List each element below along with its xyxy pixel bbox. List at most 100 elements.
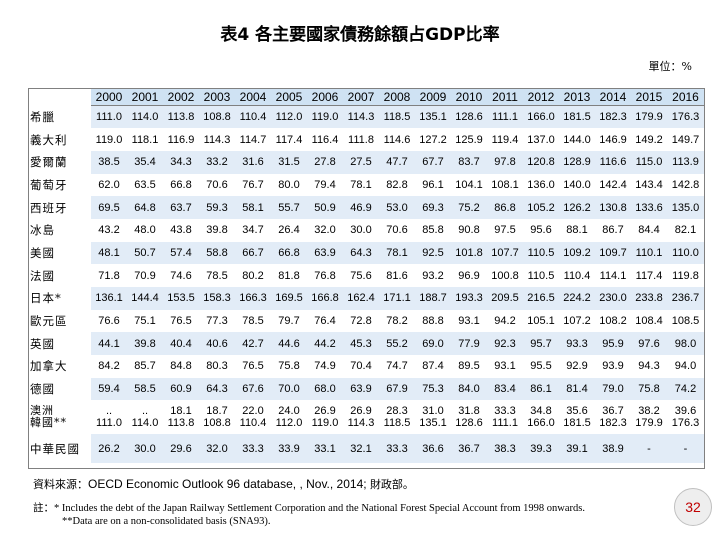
- table-cell: 112.0: [271, 105, 307, 129]
- year-header: 2008: [379, 89, 415, 106]
- table-cell: 111.1: [492, 417, 518, 430]
- country-label: 法國: [29, 264, 91, 287]
- table-cell: 66.8: [163, 173, 199, 197]
- table-row: 西班牙 69.5 64.8 63.7 59.3 58.1 55.7 50.9 46.9 53.0 6…: [29, 196, 704, 219]
- table-cell: 108.5: [667, 309, 704, 333]
- table-cell: 43.8: [163, 218, 199, 242]
- table-cell: 76.6: [91, 309, 127, 333]
- table-cell: 75.3: [415, 377, 451, 401]
- table-row: 日本* 136.1 144.4 153.5 158.3 166.3 169.5 166.8 16…: [29, 287, 704, 310]
- table-cell: 126.2: [559, 196, 595, 219]
- table-cell: 128.6: [451, 105, 487, 129]
- table-cell: 78.1: [343, 173, 379, 197]
- year-header: 2009: [415, 89, 451, 106]
- country-label-stacked: 澳洲 韓國**: [29, 400, 91, 435]
- table-cell: 31.8: [458, 405, 480, 418]
- source-note: 資料來源：OECD Economic Outlook 96 database, …: [33, 476, 414, 492]
- table-cell: 71.8: [91, 264, 127, 287]
- table-cell: 33.1: [307, 434, 343, 464]
- table-cell: 98.0: [667, 332, 704, 356]
- table-cell: 70.6: [379, 218, 415, 242]
- table-cell: 70.9: [127, 264, 163, 287]
- table-cell: 113.9: [667, 150, 704, 174]
- table-cell-stacked: .. 114.0: [127, 400, 163, 435]
- table-cell: 182.3: [595, 105, 631, 129]
- year-header: 2010: [451, 89, 487, 106]
- country-label: 歐元區: [29, 309, 91, 333]
- table-cell: 88.1: [559, 218, 595, 242]
- table-cell: 119.0: [91, 128, 127, 151]
- table-cell: 176.3: [667, 105, 704, 129]
- table-cell: 114.7: [235, 128, 271, 151]
- table-cell: 86.1: [523, 377, 559, 401]
- table-cell: 116.4: [307, 128, 343, 151]
- table-cell-stacked: 31.8 128.6: [451, 400, 487, 435]
- table-cell: 143.4: [631, 173, 667, 197]
- table-cell-stacked: 33.3 111.1: [487, 400, 523, 435]
- table-cell: 58.1: [235, 196, 271, 219]
- year-header: 2012: [523, 89, 559, 106]
- table-cell: 63.9: [307, 241, 343, 265]
- table-cell: 76.4: [307, 309, 343, 333]
- debt-ratio-table: 2000 2001 2002 2003 2004 2005 2006 2007 2008 2009…: [29, 89, 704, 464]
- footnote-2: **Data are on a non-consolidated basis (…: [62, 516, 271, 527]
- table-row: 英國 44.1 39.8 40.4 40.6 42.7 44.6 44.2 45.3 55.2 69…: [29, 332, 704, 356]
- table-cell: 34.7: [235, 218, 271, 242]
- table-cell: 115.0: [631, 150, 667, 174]
- table-cell: 119.4: [487, 128, 523, 151]
- table-cell: 111.1: [487, 105, 523, 129]
- table-cell: 224.2: [559, 287, 595, 310]
- table-cell: 78.5: [235, 309, 271, 333]
- table-cell: 53.0: [379, 196, 415, 219]
- table-cell: 110.5: [523, 241, 559, 265]
- table-cell: 70.0: [271, 377, 307, 401]
- table-cell: 193.3: [451, 287, 487, 310]
- table-cell: 76.5: [235, 355, 271, 378]
- country-label: 加拿大: [29, 355, 91, 378]
- table-cell: 104.1: [451, 173, 487, 197]
- table-cell: 74.6: [163, 264, 199, 287]
- table-cell: 32.0: [199, 434, 235, 464]
- table-cell: 64.8: [127, 196, 163, 219]
- table-cell: 94.3: [631, 355, 667, 378]
- country-label: 希臘: [29, 105, 91, 129]
- table-cell: 146.9: [595, 128, 631, 151]
- debt-table: 2000 2001 2002 2003 2004 2005 2006 2007 2008 2009…: [28, 88, 705, 469]
- table-cell: 179.9: [635, 417, 663, 430]
- table-cell: 230.0: [595, 287, 631, 310]
- table-cell: 97.8: [487, 150, 523, 174]
- table-cell: 63.5: [127, 173, 163, 197]
- country-label: 韓國**: [30, 416, 67, 430]
- year-header: 2004: [235, 89, 271, 106]
- table-cell: 31.5: [271, 150, 307, 174]
- table-cell: 74.2: [667, 377, 704, 401]
- table-cell: 66.7: [235, 241, 271, 265]
- table-cell: 33.3: [235, 434, 271, 464]
- footnotes: 註：* Includes the debt of the Japan Railw…: [33, 502, 585, 528]
- table-cell: 79.4: [307, 173, 343, 197]
- year-header: 2006: [307, 89, 343, 106]
- table-cell: 72.8: [343, 309, 379, 333]
- table-cell: 107.2: [559, 309, 595, 333]
- table-cell: 31.6: [235, 150, 271, 174]
- table-cell: ..: [105, 405, 113, 418]
- table-cell: 109.7: [595, 241, 631, 265]
- table-cell: 105.2: [523, 196, 559, 219]
- table-row: 加拿大 84.2 85.7 84.8 80.3 76.5 75.8 74.9 70.4 74.7 8…: [29, 355, 704, 378]
- year-header: 2002: [163, 89, 199, 106]
- table-cell: 144.0: [559, 128, 595, 151]
- table-cell: 36.6: [415, 434, 451, 464]
- year-header: 2007: [343, 89, 379, 106]
- table-row: 希臘 111.0 114.0 113.8 108.8 110.4 112.0 119.0 114…: [29, 105, 704, 129]
- table-cell: 58.5: [127, 377, 163, 401]
- table-cell: 86.8: [487, 196, 523, 219]
- table-cell: 24.0: [278, 405, 300, 418]
- table-cell: 128.9: [559, 150, 595, 174]
- country-label: 德國: [29, 377, 91, 401]
- table-row: 冰島 43.2 48.0 43.8 39.8 34.7 26.4 32.0 30.0 70.6 85…: [29, 218, 704, 242]
- table-cell: 181.5: [563, 417, 591, 430]
- table-cell: 34.8: [530, 405, 552, 418]
- table-cell: 84.8: [163, 355, 199, 378]
- table-cell: 83.4: [487, 377, 523, 401]
- table-cell: 39.1: [559, 434, 595, 464]
